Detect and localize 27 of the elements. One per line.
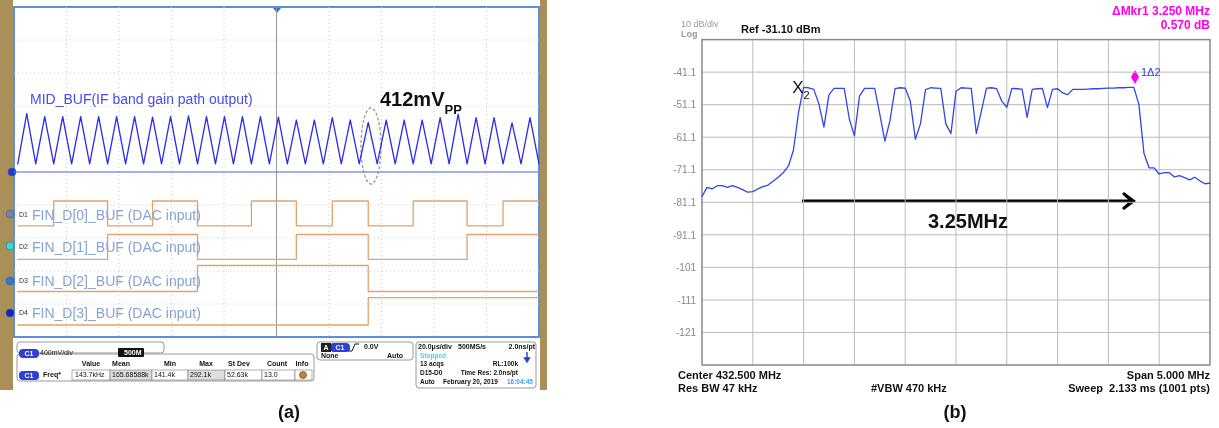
annotation: 1Δ2	[1141, 66, 1161, 78]
y-tick-label: -81.1	[673, 197, 697, 208]
y-tick-label: -41.1	[673, 66, 697, 78]
series-label: MID_BUF(IF band gain path output)	[30, 91, 253, 107]
series-label: FIN_D[3]_BUF (DAC input)	[32, 305, 201, 321]
text: 0.570 dB	[1160, 18, 1211, 32]
annotation: X$_{2}$	[792, 78, 810, 101]
text: Ref -31.10 dBm	[741, 23, 821, 35]
y-tick-label: -101	[675, 262, 697, 274]
text: 10 dB/div	[681, 19, 720, 29]
annotation: 412mV$_{PP}$	[380, 88, 463, 117]
annotation: 3.25MHz	[927, 210, 1009, 232]
text: (a)	[278, 402, 300, 422]
y-tick-label: -91.1	[673, 229, 697, 241]
y-tick-label: -111	[677, 294, 697, 306]
y-tick-label: -121	[675, 327, 697, 339]
text: #VBW 470 kHz	[871, 382, 948, 394]
text: Log	[681, 29, 698, 39]
text: (b)	[943, 402, 967, 422]
text: ΔMkr1 3.250 MHz	[1112, 4, 1210, 18]
y-tick-label: -71.1	[673, 164, 697, 176]
text: Center 432.500 MHz	[678, 369, 782, 381]
text: Span 5.000 MHz	[1126, 369, 1211, 381]
y-tick-label: -61.1	[673, 131, 697, 143]
y-tick-label: -51.1	[673, 99, 697, 111]
text: Res BW 47 kHz	[678, 382, 758, 394]
text: Sweep 2.133 ms (1001 pts)	[1068, 382, 1211, 394]
